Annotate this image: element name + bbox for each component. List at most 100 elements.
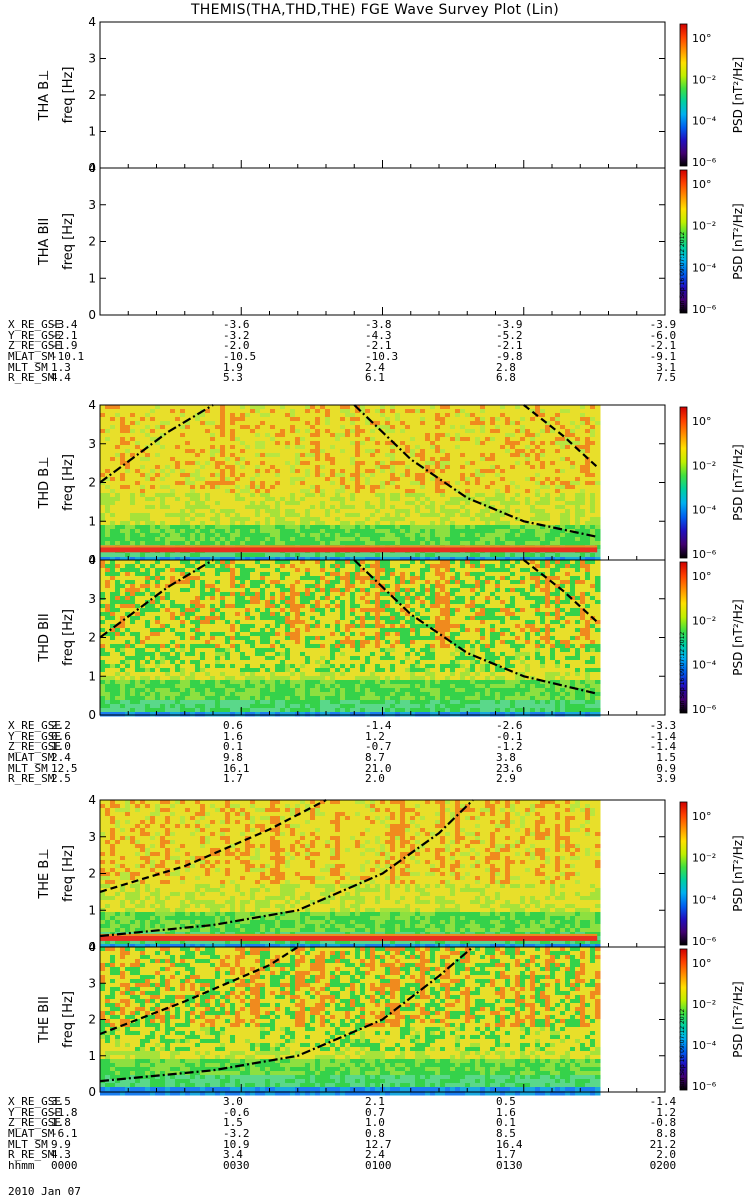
colorbar-tick: 10°: [692, 570, 712, 583]
colorbar-tick: 10⁻⁴: [692, 1039, 717, 1052]
orbit-table-1: X_RE_GSE 2.2 0.6 -1.4 -2.6 -3.3 Y_RE_GSE 0.6 1.6…: [8, 719, 708, 786]
colorbar-tick: 10⁻⁶: [692, 156, 717, 169]
orbit-value: 2.1: [365, 1095, 385, 1108]
orbit-value: 1.9: [223, 360, 243, 374]
orbit-value: 9.8: [223, 751, 243, 765]
y-tick-label: 1: [88, 514, 96, 528]
orbit-row: Z_RE_GSE 1.8 1.5 1.0 0.1 -0.8: [8, 1118, 708, 1129]
colorbar: [679, 169, 688, 314]
orbit-value: 2.4: [365, 360, 385, 374]
orbit-value: 23.6: [496, 761, 523, 775]
y-axis-label: THA B⊥: [37, 70, 52, 122]
orbit-table-0: X_RE_GSE -3.4 -3.6 -3.8 -3.9 -3.9 Y_RE_GSE -2.1…: [8, 318, 708, 385]
orbit-row: MLT_SM 12.5 16.1 21.0 23.6 0.9: [8, 761, 708, 775]
orbit-value: -10.5: [223, 350, 257, 364]
orbit-row: Y_RE_GSE -1.8 -0.6 0.7 1.6 1.2: [8, 1105, 708, 1119]
curve-1: [99, 946, 474, 1083]
orbit-row: MLAT_SM 2.4 9.8 8.7 3.8 1.5: [8, 751, 708, 765]
date-label: 2010 Jan 07: [8, 1185, 81, 1198]
orbit-value: 6.1: [365, 371, 385, 385]
spectrogram-cells: [100, 947, 601, 1096]
colorbar-label: PSD [nT²/Hz]: [731, 444, 745, 520]
y-tick-label: 1: [88, 1049, 96, 1063]
orbit-value: -3.8: [365, 318, 392, 331]
curve-0: [99, 404, 214, 484]
orbit-value: -3.9: [496, 318, 523, 331]
orbit-value: -1.4: [365, 719, 392, 732]
orbit-value: -2.1: [51, 328, 78, 342]
orbit-row-label: R_RE_SM: [8, 1148, 55, 1162]
orbit-row-label: R_RE_SM: [8, 772, 55, 786]
y-tick-label: 3: [88, 976, 96, 990]
colorbar-tick: 10°: [692, 178, 712, 191]
orbit-value: 0100: [365, 1159, 392, 1173]
colorbar-tick: 10°: [692, 415, 712, 428]
orbit-value: 1.7: [496, 1148, 516, 1162]
curve-0: [99, 946, 299, 1036]
y-tick-label: 2: [88, 235, 96, 249]
colorbar-tick: 10⁻²: [692, 73, 716, 86]
orbit-value: -0.8: [649, 1116, 677, 1130]
orbit-value: 1.8: [51, 1116, 71, 1130]
orbit-value: -1.9: [51, 339, 78, 353]
colorbar-tick: 10⁻⁴: [692, 893, 717, 906]
orbit-value: 1.2: [656, 1105, 677, 1119]
y-axis-label: THE BII: [37, 996, 52, 1044]
orbit-value: 0130: [496, 1159, 523, 1173]
orbit-value: 9.9: [51, 1137, 71, 1151]
orbit-row-label: MLAT_SM: [8, 1127, 55, 1141]
orbit-value: 1.3: [51, 360, 71, 374]
colorbar-tick: 10⁻⁴: [692, 504, 717, 517]
orbit-value: 4.3: [51, 1148, 71, 1162]
orbit-value: 0.1: [223, 740, 243, 754]
y-axis-label: THD B⊥: [37, 456, 52, 509]
colorbar: [679, 561, 688, 714]
orbit-value: -3.4: [51, 318, 78, 331]
panel-thd-2: 4 3 2 1 0 THD B⊥ freq [Hz] 10° 10⁻² 10⁻⁴ 10⁻⁶ PSD […: [37, 398, 745, 567]
orbit-value: 0000: [51, 1159, 78, 1173]
orbit-value: 1.5: [656, 751, 677, 765]
colorbar: [679, 23, 688, 167]
orbit-value: 16.1: [223, 761, 250, 775]
colorbar-tick: 10⁻²: [692, 614, 716, 627]
y-axis-unit-label: freq [Hz]: [61, 991, 76, 1048]
orbit-value: 2.4: [365, 1148, 385, 1162]
orbit-value: 21.2: [649, 1137, 677, 1151]
orbit-value: 0.7: [365, 1105, 385, 1119]
orbit-row-label: Y_RE_GSE: [8, 1105, 61, 1119]
orbit-value: 3.9: [656, 772, 677, 786]
red-band: [100, 547, 598, 553]
page-title: THEMIS(THA,THD,THE) FGE Wave Survey Plot…: [190, 2, 560, 18]
orbit-value: -1.2: [496, 740, 523, 754]
orbit-value: 1.7: [223, 772, 243, 786]
colorbar-label: PSD [nT²/Hz]: [731, 203, 745, 279]
orbit-value: -2.1: [365, 339, 392, 353]
y-tick-label: 2: [88, 476, 96, 490]
y-tick-label: 1: [88, 903, 96, 917]
orbit-value: 3.0: [223, 1095, 243, 1108]
orbit-value: -3.3: [649, 719, 677, 732]
orbit-value: 8.5: [496, 1127, 516, 1141]
colorbar: [679, 406, 688, 559]
orbit-value: 5.3: [223, 371, 243, 385]
orbit-value: 2.2: [51, 719, 71, 732]
y-axis-label: THD BII: [37, 613, 52, 662]
panel-thd-3: 4 3 2 1 0 THD BII freq [Hz] 10° 10⁻² 10⁻⁴ 10⁻⁶ PSD …: [37, 553, 745, 722]
orbit-value: 12.7: [365, 1137, 392, 1151]
colorbar-tick: 10⁻⁶: [692, 548, 717, 561]
orbit-value: -2.0: [223, 339, 250, 353]
orbit-value: -3.2: [223, 1127, 250, 1141]
orbit-value: 3.4: [223, 1148, 243, 1162]
orbit-value: 2.4: [51, 751, 71, 765]
curve-2: [523, 404, 598, 468]
orbit-value: 21.0: [365, 761, 392, 775]
orbit-value: 10.9: [223, 1137, 250, 1151]
orbit-row-label: Z_RE_GSE: [8, 339, 61, 353]
y-tick-label: 0: [88, 708, 96, 722]
y-tick-label: 3: [88, 830, 96, 844]
orbit-value: 2.5: [51, 772, 71, 786]
y-tick-label: 4: [88, 793, 96, 807]
orbit-value: -2.1: [649, 339, 677, 353]
colorbar-tick: 10⁻⁴: [692, 261, 717, 274]
orbit-value: 2.0: [365, 772, 385, 786]
